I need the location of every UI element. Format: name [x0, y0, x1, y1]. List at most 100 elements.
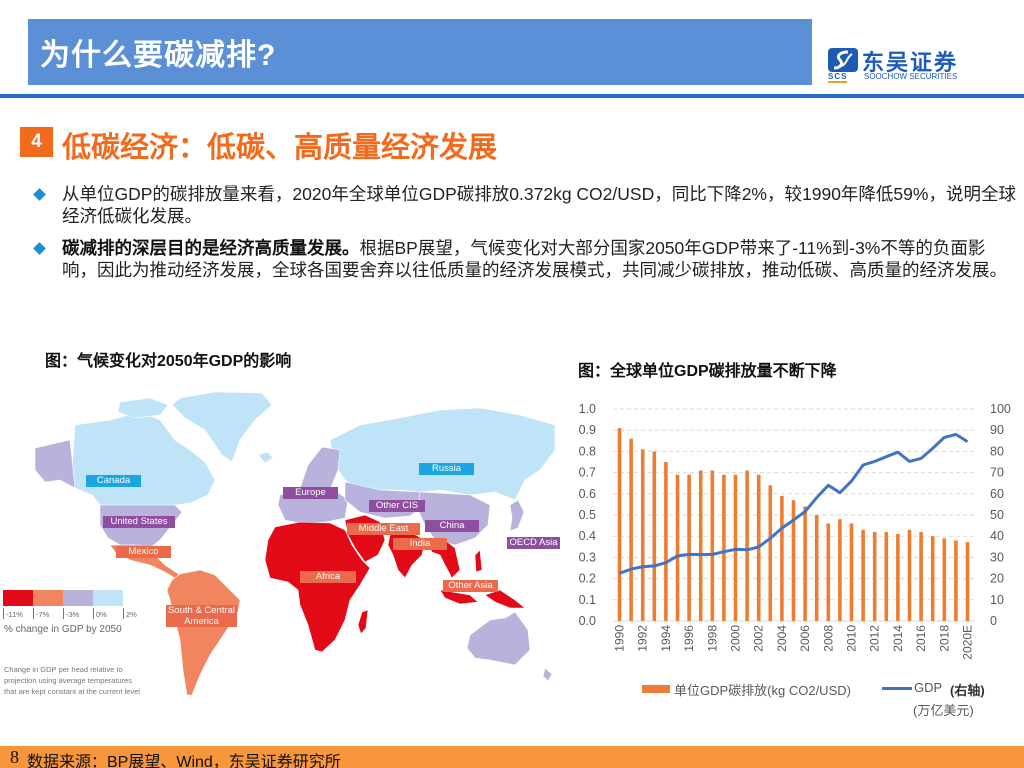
- bar-1994: [664, 462, 668, 621]
- bullet-bold-text: 碳减排的深层目的是经济高质量发展。: [62, 238, 360, 258]
- map-label-oecd-asia: OECD Asia: [507, 537, 560, 549]
- bar-2019: [954, 540, 958, 621]
- legend-swatch-minus7: [33, 590, 63, 606]
- legend-tick-label: -11%: [6, 610, 23, 619]
- bar-2011: [861, 529, 865, 621]
- bar-2015: [907, 529, 912, 621]
- logo-name-en: SOOCHOW SECURITIES: [864, 72, 958, 81]
- map-label-united-states: United States: [103, 516, 175, 528]
- x-tick-label: 1996: [682, 625, 696, 652]
- map-region-madagascar: [357, 609, 369, 635]
- x-tick-label: 1994: [659, 625, 673, 652]
- bar-2017: [930, 536, 935, 621]
- map-label-canada: Canada: [86, 475, 141, 487]
- map-footnote-line: that are kept constant at the current le…: [4, 687, 140, 696]
- legend-bar-swatch: [642, 685, 670, 693]
- map-label-russia: Russia: [419, 463, 474, 475]
- bar-1997: [698, 470, 703, 621]
- y-left-tick-label: 0.3: [579, 550, 596, 564]
- x-tick-label: 2012: [868, 625, 882, 652]
- y-left-tick-label: 1.0: [579, 402, 596, 416]
- legend-tick: [93, 608, 94, 619]
- y-right-tick-label: 10: [990, 593, 1004, 607]
- map-region-indonesia-west: [439, 589, 479, 605]
- y-right-tick-label: 90: [990, 423, 1004, 437]
- company-logo: 东吴证券 SCS SOOCHOW SECURITIES: [826, 44, 976, 84]
- legend-swatch-minus3: [63, 590, 93, 606]
- bar-1990: [617, 428, 622, 621]
- map-label-africa: Africa: [300, 571, 356, 583]
- logo-abbr: SCS: [828, 72, 848, 83]
- x-tick-label: 2002: [752, 625, 766, 652]
- map-label-south-central-america: South & Central America: [166, 605, 237, 627]
- y-left-tick-label: 0.1: [579, 593, 596, 607]
- page-number: 8: [10, 747, 19, 767]
- bar-2014: [896, 534, 900, 621]
- map-label-middle-east: Middle East: [347, 523, 420, 535]
- y-left-tick-label: 0.5: [579, 508, 596, 522]
- x-tick-label: 2000: [729, 625, 743, 652]
- map-label-india: India: [393, 538, 447, 550]
- map-label-europe: Europe: [283, 487, 338, 499]
- map-region-canada-islands: [117, 397, 169, 419]
- legend-tick: [33, 608, 34, 619]
- bar-2013: [884, 531, 889, 621]
- x-tick-label: 2006: [798, 625, 812, 652]
- section-number-badge: 4: [20, 127, 53, 157]
- bullet-item: 从单位GDP的碳排放量来看，2020年全球单位GDP碳排放0.372kg CO2…: [32, 184, 1017, 227]
- y-left-tick-label: 0.7: [579, 466, 596, 480]
- y-left-tick-label: 0.2: [579, 572, 596, 586]
- bar-2016: [919, 531, 923, 621]
- map-region-canada: [71, 411, 216, 506]
- bar-1998: [710, 470, 715, 621]
- bar-1995: [675, 474, 680, 621]
- bar-2008: [826, 523, 831, 621]
- legend-tick-label: 0%: [96, 610, 107, 619]
- map-figure-title: 图：气候变化对2050年GDP的影响: [45, 353, 292, 370]
- x-tick-label: 1992: [636, 625, 650, 652]
- soochow-logo-icon: [828, 48, 858, 72]
- bullet-body-text: 根据BP展望，气候变化对大部分国家2050年GDP带来了-11%到-3%不等的负…: [62, 238, 1007, 280]
- chart-figure-title: 图：全球单位GDP碳排放量不断下降: [578, 363, 837, 380]
- bar-1999: [722, 474, 726, 621]
- carbon-intensity-gdp-chart: 0.0 0 0.1 10 0.2 20 0.3 30 0.4 40 0.5 50 0.6 60 0.7 70 0…: [579, 402, 1011, 660]
- y-right-tick-label: 80: [990, 444, 1004, 458]
- bar-2001: [745, 470, 749, 621]
- logo-name-cn: 东吴证券: [862, 50, 959, 75]
- legend-bar-label: 单位GDP碳排放(kg CO2/USD): [674, 683, 851, 698]
- legend-tick-label: -3%: [66, 610, 80, 619]
- bullet-item: 碳减排的深层目的是经济高质量发展。根据BP展望，气候变化对大部分国家2050年G…: [32, 238, 1017, 281]
- data-source: 数据来源：BP展望、Wind，东吴证券研究所: [27, 754, 341, 768]
- map-footnote: Change in GDP per head relative to proje…: [4, 664, 140, 697]
- map-region-alaska: [34, 439, 76, 489]
- map-label-mexico: Mexico: [116, 546, 171, 558]
- map-region-greenland: [171, 391, 273, 463]
- bar-1993: [652, 451, 657, 621]
- bullet-text: 碳减排的深层目的是经济高质量发展。根据BP展望，气候变化对大部分国家2050年G…: [62, 238, 1017, 281]
- map-region-new-zealand: [542, 667, 553, 682]
- bar-2003: [768, 485, 773, 621]
- map-label-other-asia: Other Asia: [443, 580, 498, 592]
- map-label-line: America: [184, 616, 219, 627]
- y-right-tick-label: 20: [990, 572, 1004, 586]
- y-right-tick-label: 50: [990, 508, 1004, 522]
- y-left-tick-label: 0.9: [579, 423, 596, 437]
- legend-tick: [3, 608, 4, 619]
- x-tick-label: 2004: [775, 625, 789, 652]
- footer-bar: 8 数据来源：BP展望、Wind，东吴证券研究所: [0, 746, 1024, 768]
- legend-line-unit: (万亿美元): [913, 703, 974, 718]
- y-left-tick-label: 0.8: [579, 444, 596, 458]
- map-region-scandinavia: [299, 446, 341, 491]
- x-tick-label: 2014: [891, 625, 905, 652]
- page-title: 为什么要碳减排?: [40, 39, 277, 72]
- legend-tick: [63, 608, 64, 619]
- y-right-tick-label: 60: [990, 487, 1004, 501]
- bar-1991: [629, 438, 633, 621]
- y-right-tick-label: 100: [990, 402, 1011, 416]
- map-region-australia: [466, 611, 531, 666]
- x-tick-label: 1990: [613, 625, 627, 652]
- x-tick-label: 1998: [705, 625, 719, 652]
- bar-2006: [803, 506, 807, 621]
- x-tick-label: 2018: [937, 625, 951, 652]
- y-right-tick-label: 0: [990, 614, 997, 628]
